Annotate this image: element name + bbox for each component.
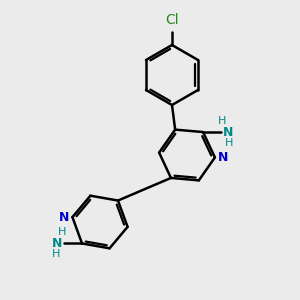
Text: N: N [59,211,69,224]
Text: Cl: Cl [165,13,179,27]
Text: H: H [218,116,226,126]
Text: N: N [218,151,228,164]
Text: N: N [223,126,233,139]
Text: H: H [58,227,66,237]
Text: H: H [52,249,60,260]
Text: N: N [52,237,62,250]
Text: H: H [225,138,233,148]
